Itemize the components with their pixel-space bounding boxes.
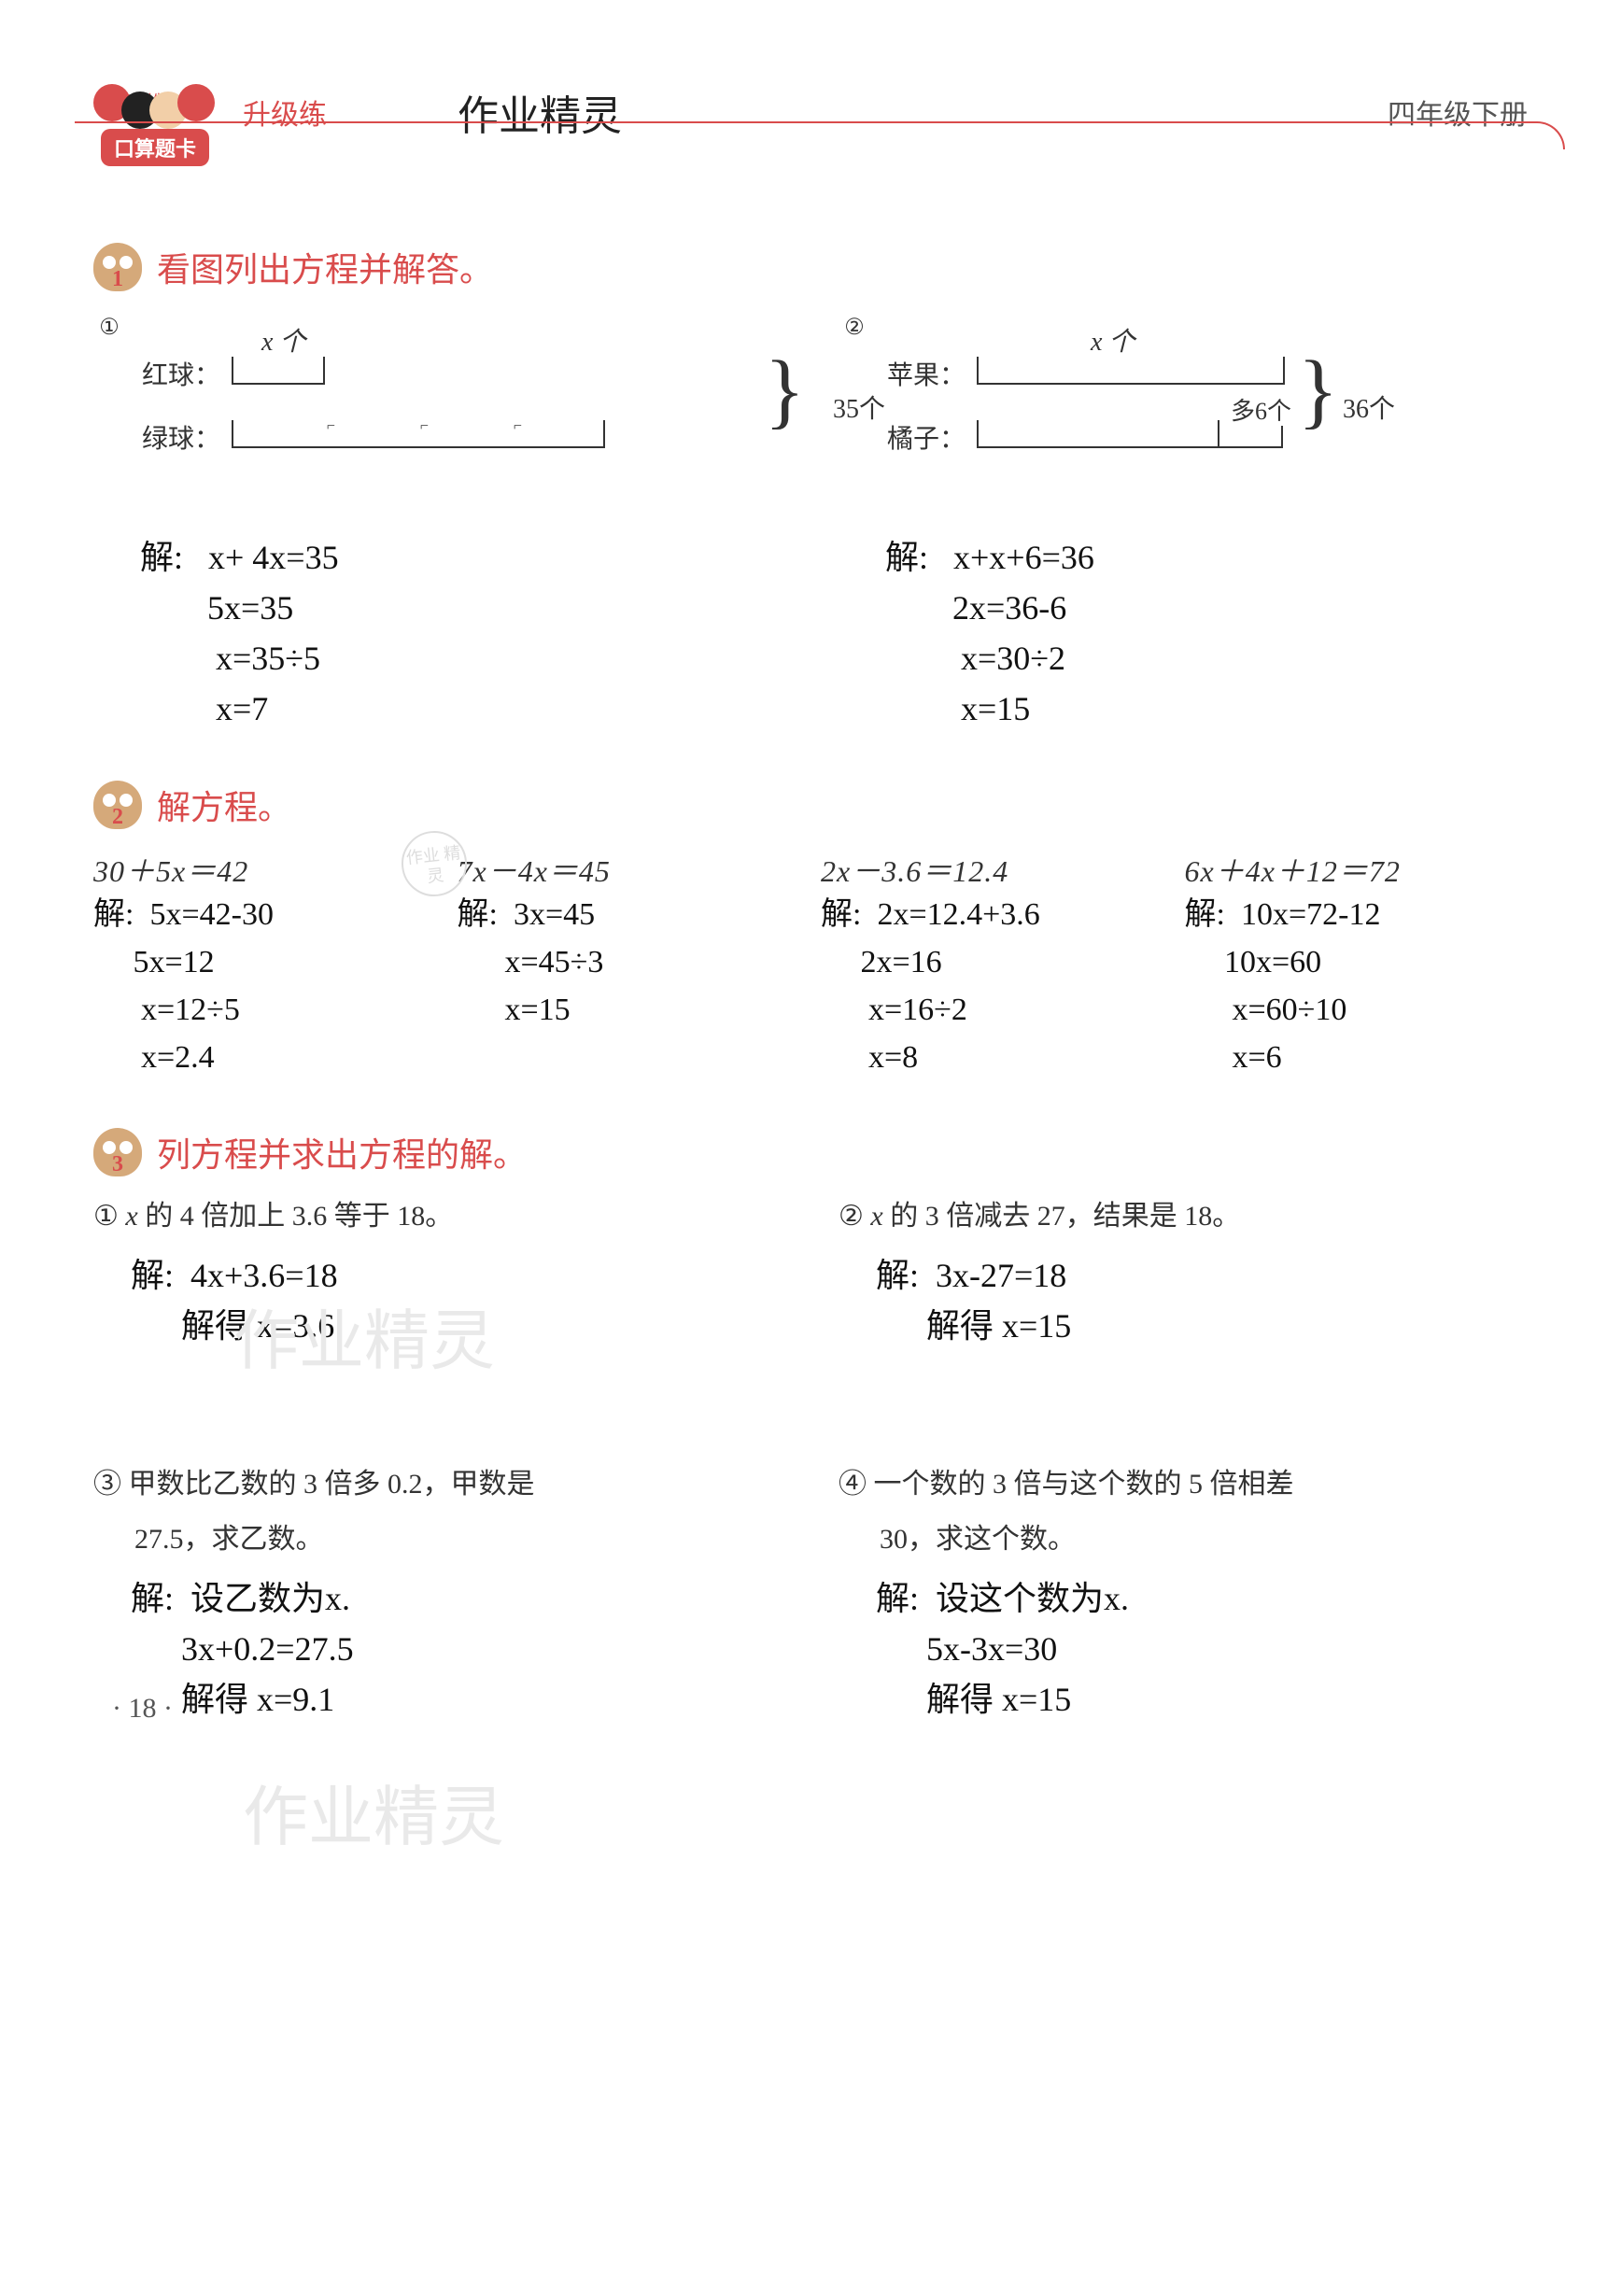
- page-number: · 18 ·: [112, 1693, 173, 1725]
- row1-label: 红球：: [140, 355, 220, 392]
- bar-orange: [977, 426, 1219, 448]
- section-num-3: 3: [93, 1152, 142, 1177]
- total-label-2: 36个: [1343, 388, 1395, 426]
- s3q3: ③ 甲数比乙数的 3 倍多 0.2，甲数是 27.5，求乙数。 解: 设乙数为x…: [93, 1463, 782, 1725]
- s3q2: ② x 的 3 倍减去 27，结果是 18。 解: 3x-27=18 解得 x=…: [839, 1195, 1528, 1351]
- circ-2: ②: [839, 314, 870, 345]
- section-num-2: 2: [93, 805, 142, 830]
- s3q1: ① x x 的 4 倍加上 3.6 等于 18。的 4 倍加上 3.6 等于 1…: [93, 1195, 782, 1351]
- bar-green: ⌐ ⌐ ⌐: [232, 426, 605, 448]
- page-header: 五四学制 口算题卡 升级练 作业精灵 四年级下册: [93, 56, 1528, 168]
- eq3: 2x－3.6＝12.4: [821, 848, 1164, 891]
- eq2: 7x－4x＝45: [458, 848, 801, 891]
- watermark-2: 作业精灵: [243, 1765, 504, 1859]
- extra-label: 多6个: [1231, 392, 1291, 427]
- s1q2-solve: 解: x+x+6=36 2x=36-6 x=30÷2 x=15: [885, 532, 1528, 734]
- circ-32: ②: [839, 1201, 864, 1232]
- total-label: 35个: [833, 388, 885, 426]
- x-label: x 个: [261, 321, 305, 359]
- circ-31: ①: [93, 1201, 119, 1232]
- s1q1-solve: 解: x+ 4x=35 5x=35 x=35÷5 x=7: [140, 532, 782, 734]
- eq1: 30＋5x＝42: [93, 848, 437, 891]
- s1q2: ② x 个 苹果： 橘子： 多6个 } 36个: [839, 310, 1528, 734]
- brace-2: }: [1298, 349, 1537, 433]
- section-2: 2 解方程。 30＋5x＝42 解: 5x=42-30 5x=12 x=12÷5…: [93, 781, 1528, 1081]
- section-num: 1: [93, 267, 142, 292]
- owl-icon-2: 2: [93, 781, 142, 829]
- row1-label-2: 苹果：: [885, 355, 966, 392]
- bar-red: [232, 362, 325, 385]
- s3q4: ④ 一个数的 3 倍与这个数的 5 倍相差 30，求这个数。 解: 设这个数为x…: [839, 1463, 1528, 1725]
- owl-icon: 1: [93, 243, 142, 291]
- section-title: 看图列出方程并解答。: [157, 243, 493, 291]
- x-label-2: x 个: [1091, 321, 1135, 359]
- s2p2: 7x－4x＝45 解: 3x=45 x=45÷3 x=15: [458, 848, 801, 1081]
- eq4: 6x＋4x＋12＝72: [1185, 848, 1529, 891]
- brace: }: [765, 349, 805, 433]
- section-title-2: 解方程。: [157, 781, 291, 829]
- owl-icon-3: 3: [93, 1128, 142, 1176]
- row2-label: 绿球：: [140, 418, 220, 456]
- circ-34: ④: [839, 1469, 867, 1500]
- s1q1: ① x 个 红球： 绿球： ⌐ ⌐ ⌐ }: [93, 310, 782, 734]
- s2p4: 6x＋4x＋12＝72 解: 10x=72-12 10x=60 x=60÷10 …: [1185, 848, 1529, 1081]
- s2p1: 30＋5x＝42 解: 5x=42-30 5x=12 x=12÷5 x=2.4: [93, 848, 437, 1081]
- bar-apple: [977, 362, 1285, 385]
- section-title-3: 列方程并求出方程的解。: [157, 1128, 527, 1176]
- section-3: 3 列方程并求出方程的解。 ① x x 的 4 倍加上 3.6 等于 18。的 …: [93, 1128, 1528, 1725]
- circ-33: ③: [93, 1469, 121, 1500]
- circ-1: ①: [93, 314, 125, 345]
- header-rule: [75, 121, 1565, 149]
- row2-label-2: 橘子：: [885, 418, 966, 456]
- s2p3: 2x－3.6＝12.4 解: 2x=12.4+3.6 2x=16 x=16÷2 …: [821, 848, 1164, 1081]
- section-1: 1 看图列出方程并解答。 ① x 个 红球： 绿球： ⌐: [93, 243, 1528, 734]
